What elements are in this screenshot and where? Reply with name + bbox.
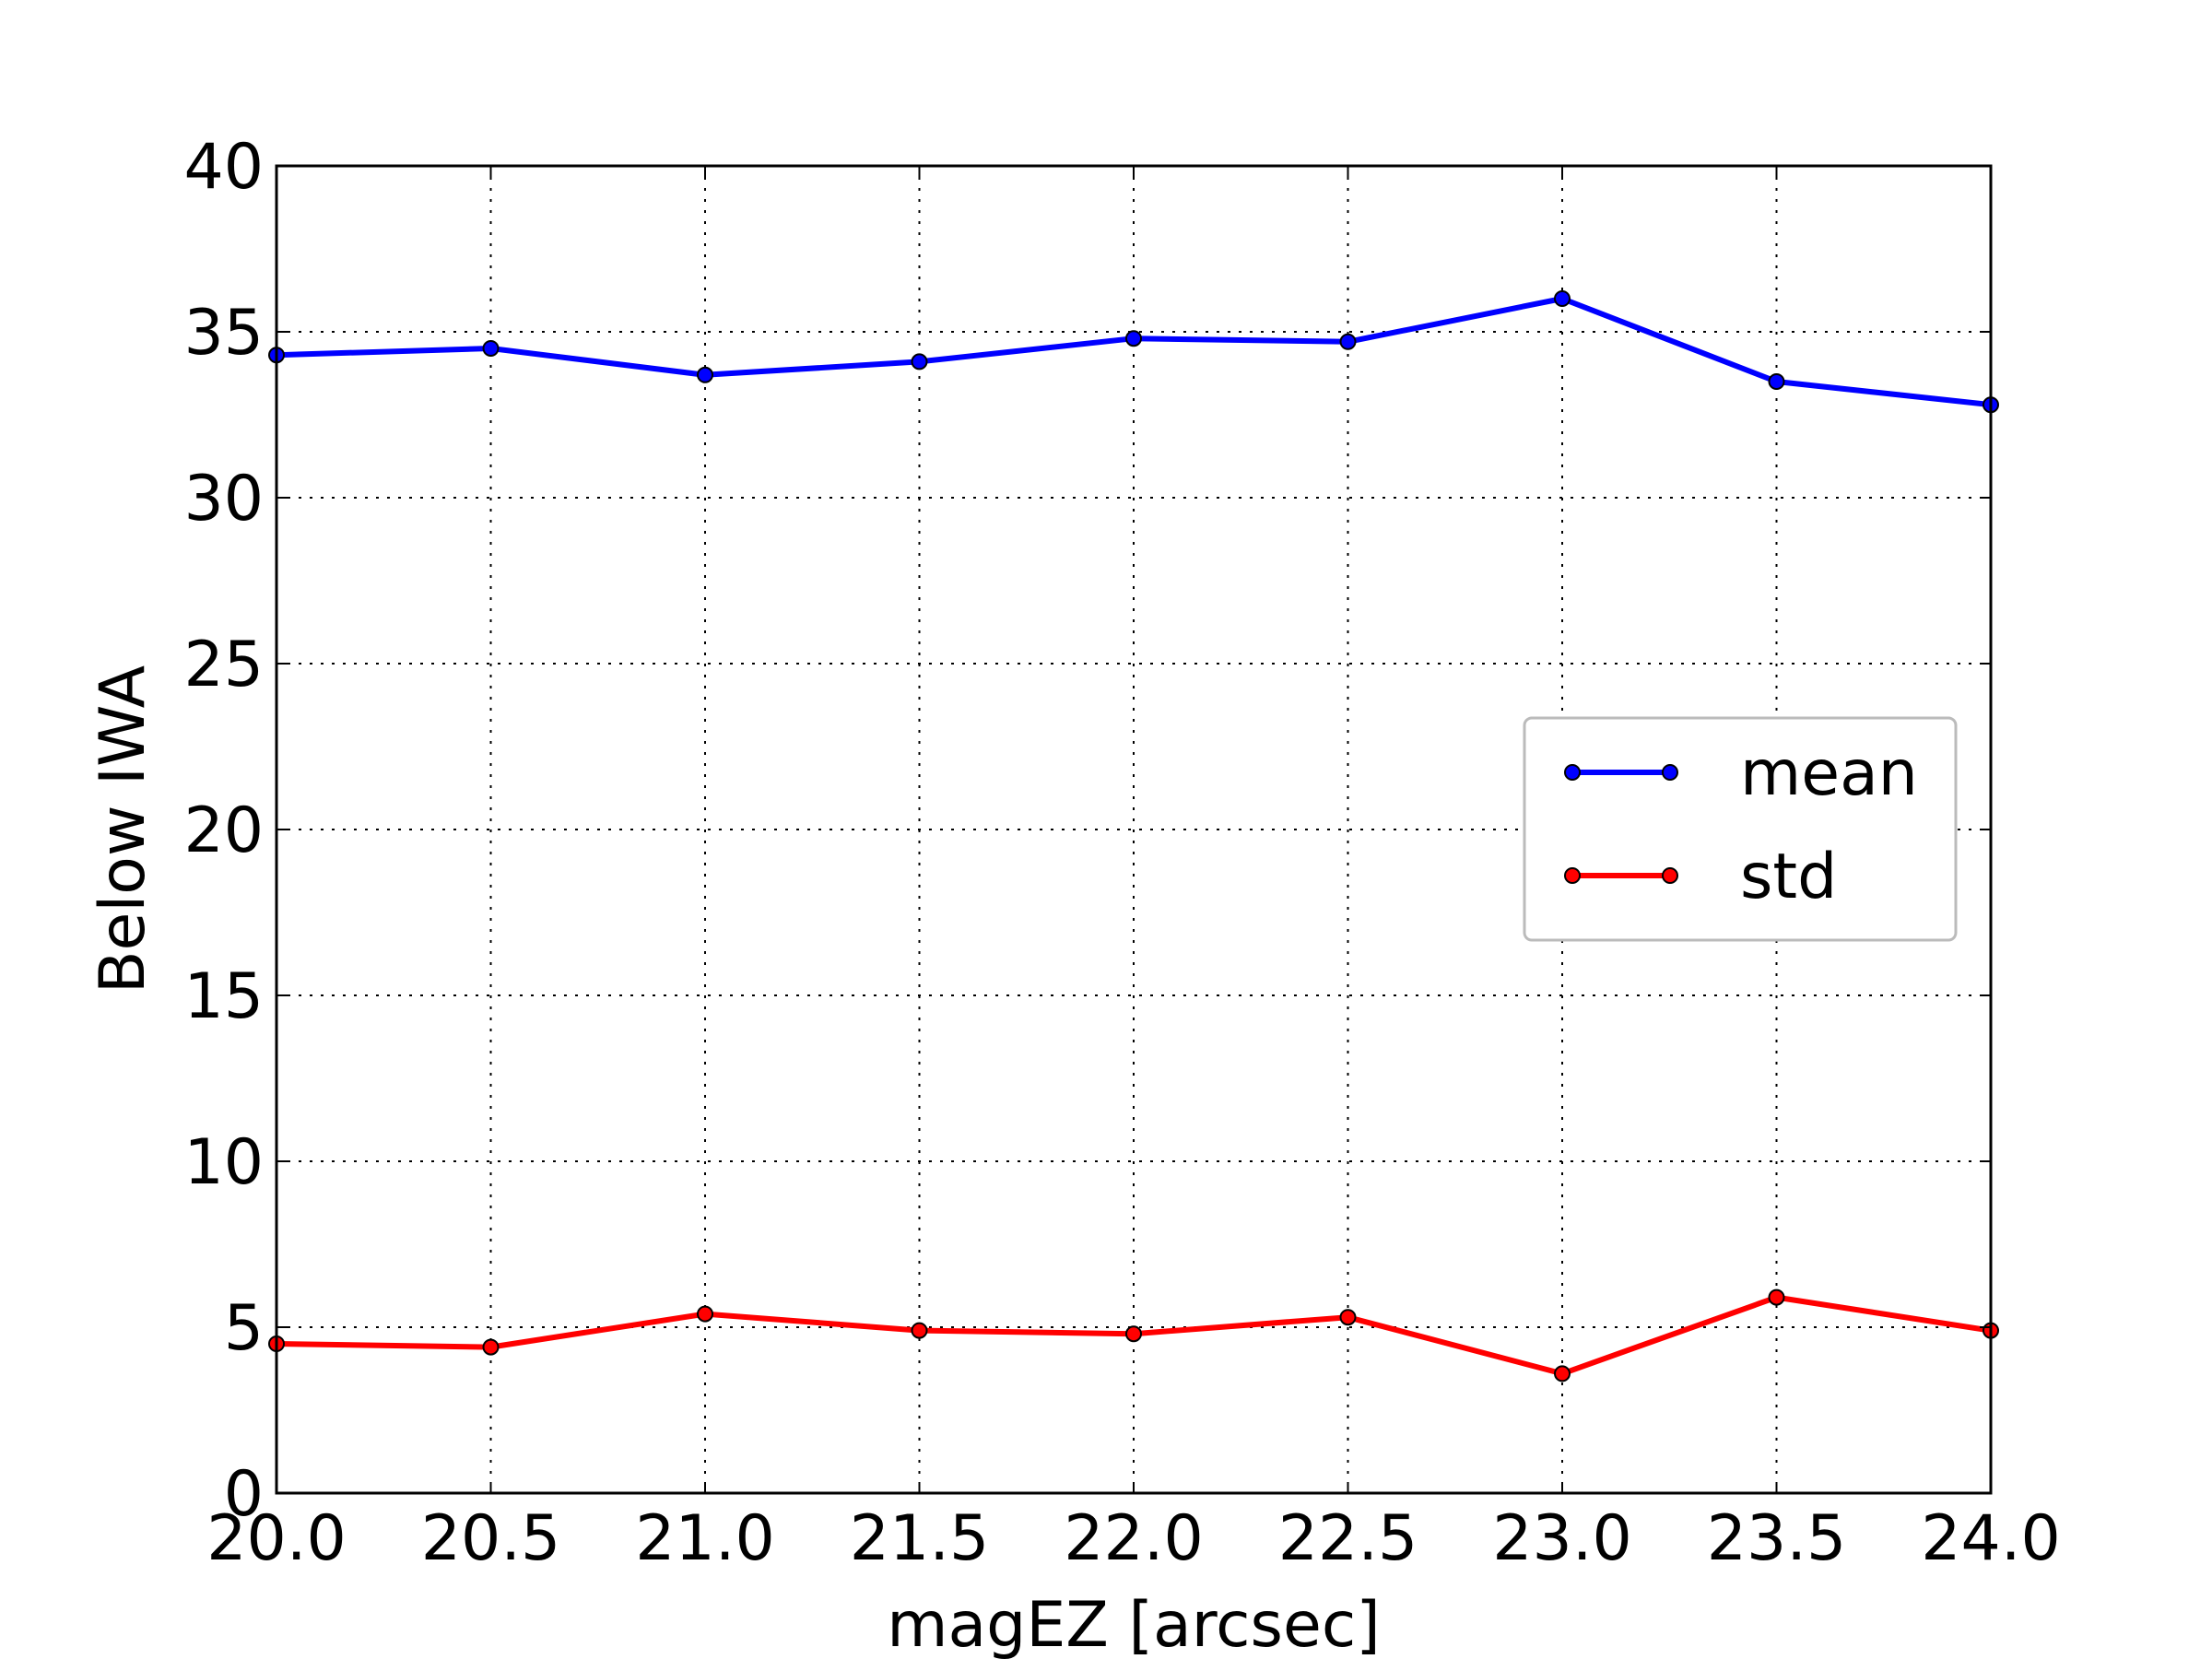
x-tick-label: 22.0 [1064, 1502, 1203, 1575]
data-point-mean [911, 353, 928, 371]
y-tick-label: 10 [183, 1126, 264, 1199]
x-tick-label: 22.5 [1278, 1502, 1418, 1575]
data-point-std [1339, 1309, 1357, 1326]
x-tick-label: 23.5 [1707, 1502, 1846, 1575]
data-point-std [1768, 1288, 1785, 1306]
data-point-mean [1125, 330, 1142, 347]
y-tick-label: 40 [183, 131, 264, 204]
y-tick-labels: 0 5 10 15 20 25 30 35 40 [183, 131, 264, 1531]
y-tick-label: 25 [183, 629, 264, 701]
y-tick-label: 15 [183, 960, 264, 1033]
data-point-mean [1768, 373, 1785, 390]
x-tick-labels: 20.0 20.5 21.0 21.5 22.0 22.5 23.0 23.5 24.0 [206, 1502, 2060, 1575]
ticks [276, 165, 1992, 1494]
data-point-std [911, 1322, 928, 1339]
legend: mean std [1523, 716, 1958, 942]
data-point-std [1554, 1365, 1571, 1382]
data-point-mean [482, 340, 500, 357]
series-layer [268, 290, 1999, 1382]
x-tick-label: 21.5 [850, 1502, 989, 1575]
x-tick-label: 20.5 [421, 1502, 560, 1575]
y-tick-label: 20 [183, 794, 264, 867]
y-tick-label: 30 [183, 463, 264, 535]
x-tick-label: 23.0 [1492, 1502, 1631, 1575]
y-axis-label: Below IWA [87, 665, 159, 994]
data-point-std [697, 1305, 713, 1323]
y-tick-label: 5 [224, 1292, 264, 1365]
data-point-mean [1554, 290, 1571, 307]
data-point-mean [1339, 333, 1357, 350]
legend-std-marker [1564, 867, 1581, 884]
legend-mean-marker [1564, 764, 1581, 781]
data-point-std [482, 1338, 500, 1356]
y-tick-label: 35 [183, 297, 264, 370]
legend-std-label: std [1740, 841, 1837, 913]
data-point-std [1125, 1325, 1142, 1343]
x-tick-label: 20.0 [206, 1502, 346, 1575]
legend-mean-marker [1662, 764, 1678, 781]
x-axis-label: magEZ [arcsec] [887, 1589, 1380, 1659]
data-point-mean [697, 366, 713, 383]
x-tick-label: 21.0 [635, 1502, 774, 1575]
x-tick-label: 24.0 [1921, 1502, 2060, 1575]
legend-mean-label: mean [1740, 737, 1918, 810]
y-tick-label: 0 [224, 1458, 264, 1531]
legend-std-marker [1662, 867, 1678, 884]
